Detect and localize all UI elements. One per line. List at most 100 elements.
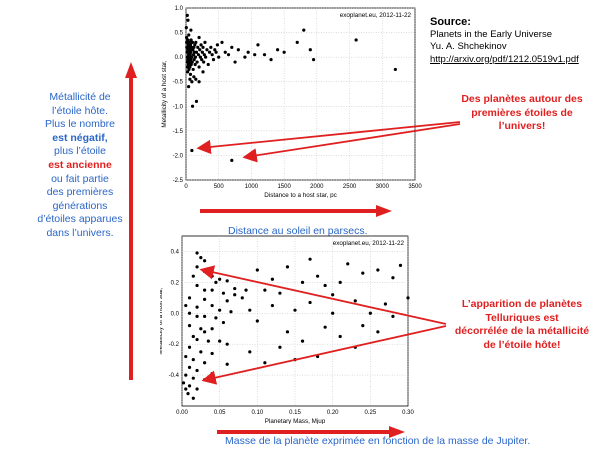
data-point: [376, 330, 380, 334]
data-point: [300, 339, 305, 343]
x-tick-label: 0.20: [327, 410, 339, 416]
data-point: [201, 45, 205, 49]
x-tick-label: 0.05: [214, 410, 226, 416]
data-point: [210, 327, 214, 331]
data-point: [229, 310, 233, 314]
data-point: [295, 40, 299, 45]
data-point: [210, 53, 214, 57]
desc-line: Plus le nombre: [44, 118, 116, 131]
data-point: [193, 43, 197, 47]
data-point: [198, 55, 202, 59]
x-tick-label: 0.00: [176, 410, 188, 416]
data-point: [184, 354, 188, 359]
data-point: [195, 60, 199, 64]
data-point: [195, 314, 199, 318]
y-tick-label: -1.0: [173, 104, 184, 110]
data-point: [189, 38, 193, 42]
data-point: [187, 33, 191, 37]
source-link[interactable]: http://arxiv.org/pdf/1212.0519v1.pdf: [430, 53, 579, 65]
data-point: [184, 35, 189, 40]
data-point: [316, 274, 320, 278]
data-point: [225, 299, 229, 303]
data-point: [282, 50, 286, 54]
x-tick-label: 3500: [408, 184, 422, 190]
data-point: [200, 58, 204, 62]
data-point: [185, 65, 190, 69]
data-point: [199, 43, 203, 47]
y-tick-label: 0.5: [175, 31, 184, 37]
x-tick-label: 1000: [245, 184, 259, 190]
data-point: [215, 43, 220, 47]
data-point: [225, 342, 229, 346]
y-tick-label: -0.2: [169, 342, 180, 348]
callout-telluric: L’apparition de planètes Telluriques est…: [446, 298, 598, 352]
callout-line: premières étoiles de: [471, 106, 573, 119]
x-tick-label: 0.15: [289, 410, 301, 416]
x-tick-label: 500: [214, 184, 225, 190]
data-point: [210, 288, 214, 292]
x-tick-label: 0.30: [402, 410, 414, 416]
data-point: [278, 291, 282, 295]
data-point: [202, 60, 206, 64]
data-point: [393, 67, 397, 72]
y-tick-label: 0.0: [175, 55, 184, 61]
data-point: [221, 291, 226, 295]
data-point: [383, 302, 387, 306]
source-heading: Source:: [430, 16, 471, 28]
desc-line-emphasis: est négatif,: [52, 131, 108, 144]
data-point: [195, 251, 199, 255]
data-point: [194, 99, 199, 103]
data-point: [187, 384, 192, 388]
data-point: [323, 283, 327, 288]
data-point: [218, 277, 222, 281]
data-point: [190, 40, 195, 45]
data-point: [243, 55, 247, 59]
data-point: [195, 337, 199, 342]
desc-line: ou fait partie: [51, 172, 109, 185]
data-point: [202, 53, 206, 57]
data-point: [246, 50, 250, 54]
data-point: [195, 265, 199, 269]
data-point: [195, 305, 199, 309]
data-point: [300, 280, 305, 284]
desc-line: l’étoile hôte.: [51, 104, 109, 117]
data-point: [191, 358, 195, 362]
data-point: [206, 339, 210, 343]
data-point: [346, 262, 350, 266]
data-point: [278, 345, 282, 349]
data-point: [376, 268, 380, 272]
data-point: [195, 368, 199, 373]
data-point: [188, 48, 192, 52]
data-point: [230, 45, 234, 49]
data-point: [308, 48, 312, 52]
data-point: [233, 286, 237, 291]
data-point: [209, 45, 213, 49]
data-point: [185, 55, 189, 59]
x-tick-label: 0.10: [251, 410, 263, 416]
pointer-arrow-1: [196, 121, 461, 155]
data-point: [190, 60, 194, 64]
data-point: [185, 13, 189, 17]
data-point: [187, 40, 192, 45]
data-point: [192, 75, 196, 79]
desc-line: plus l’étoile: [54, 145, 106, 158]
data-point: [184, 303, 188, 308]
mass-metallicity-chart: 0.00 0.05 0.10 0.15 0.20 0.25 0.30 0.4 0.2 0.0 -0.…: [160, 235, 414, 424]
x-axis-label: Distance to a host star, pc: [264, 192, 336, 198]
y-tick-label: -2.0: [173, 153, 184, 159]
data-point: [311, 58, 316, 62]
data-point: [185, 45, 189, 49]
desc-line: dans l’univers.: [46, 226, 114, 239]
data-point: [192, 58, 196, 62]
data-point: [248, 350, 252, 354]
data-point: [191, 274, 195, 278]
data-point: [263, 288, 267, 292]
data-point: [193, 62, 197, 67]
data-point: [191, 334, 195, 339]
data-point: [203, 288, 207, 292]
callout-line: Des planètes autour des: [461, 93, 583, 105]
data-point: [214, 280, 218, 284]
data-point: [188, 72, 193, 76]
callout-first-stars: Des planètes autour des premières étoile…: [448, 93, 596, 134]
